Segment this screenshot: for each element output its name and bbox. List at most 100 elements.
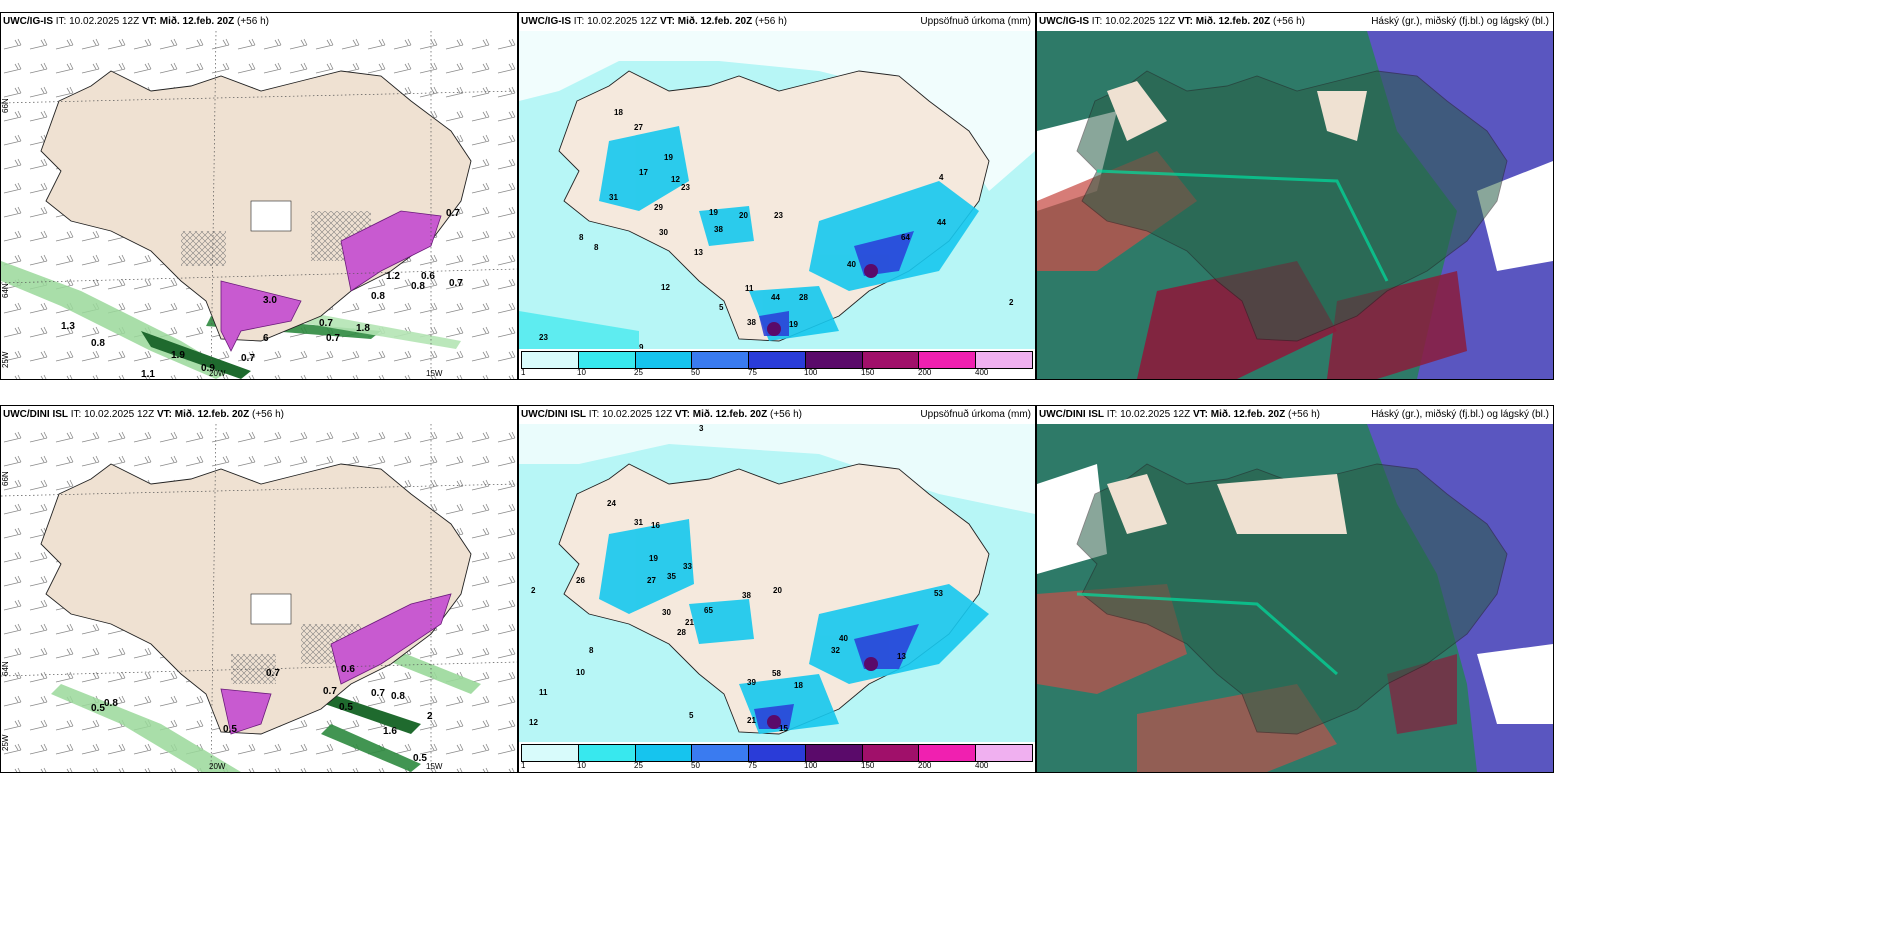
precip-value: 27 (634, 123, 643, 132)
panel-wind-dini-isl: UWC/DINI ISL IT: 10.02.2025 12Z VT: Mið.… (0, 405, 518, 773)
colorbar-tick: 200 (918, 761, 932, 770)
precip-value: 26 (576, 576, 585, 585)
value-label: 1.3 (61, 321, 75, 332)
precip-value: 58 (772, 669, 781, 678)
panel-header: UWC/DINI ISL IT: 10.02.2025 12Z VT: Mið.… (519, 406, 1035, 424)
value-label: 0.8 (411, 281, 425, 292)
lead-time: (+56 h) (1288, 409, 1320, 420)
colorbar-swatch (749, 352, 806, 368)
colorbar-tick: 75 (748, 368, 757, 377)
precip-value: 44 (937, 218, 946, 227)
precip-value: 19 (789, 320, 798, 329)
value-label: 0.7 (241, 353, 255, 364)
init-time: IT: 10.02.2025 12Z (70, 409, 155, 420)
precip-value: 23 (539, 333, 548, 342)
precip-value: 28 (677, 628, 686, 637)
value-label: 1.2 (386, 271, 400, 282)
value-label: 1.1 (141, 369, 155, 380)
colorbar-swatches (521, 744, 1033, 762)
colorbar-tick: 400 (975, 368, 989, 377)
lat-label-64n: 64N (1, 283, 10, 298)
value-label: 0.8 (391, 691, 405, 702)
wind-map (1, 424, 517, 772)
panel-title: Uppsöfnuð úrkoma (mm) (920, 409, 1031, 420)
colorbar-tick: 400 (975, 761, 989, 770)
value-label: 1.9 (171, 350, 185, 361)
precip-value: 30 (662, 608, 671, 617)
precip-value: 40 (847, 260, 856, 269)
precip-value: 16 (651, 521, 660, 530)
panel-precip-ig-is: UWC/IG-IS IT: 10.02.2025 12Z VT: Mið. 12… (518, 12, 1036, 380)
model-label: UWC/IG-IS (3, 16, 53, 27)
colorbar-swatch (635, 745, 693, 761)
value-label: 0.6 (421, 271, 435, 282)
panel-header: UWC/IG-IS IT: 10.02.2025 12Z VT: Mið. 12… (1, 13, 517, 31)
colorbar-tick: 1 (521, 368, 526, 377)
colorbar-swatch (692, 352, 750, 368)
colorbar-tick: 25 (634, 368, 643, 377)
precip-value: 3 (699, 424, 704, 433)
colorbar-swatch (635, 352, 693, 368)
colorbar-tick: 1 (521, 761, 526, 770)
precip-value: 19 (649, 554, 658, 563)
lon-label-15w: 15W (426, 369, 443, 378)
precip-value: 31 (634, 518, 643, 527)
colorbar-swatch (522, 745, 579, 761)
value-label: 6 (263, 333, 269, 344)
precip-value: 20 (739, 211, 748, 220)
precip-value: 11 (745, 284, 754, 293)
model-label: UWC/IG-IS (521, 16, 571, 27)
lon-label-20w: 20W (209, 762, 226, 771)
precip-value: 44 (771, 293, 780, 302)
colorbar-swatch (919, 745, 977, 761)
value-label: 0.5 (223, 724, 237, 735)
precip-value: 5 (719, 303, 724, 312)
valid-time: VT: Mið. 12.feb. 20Z (141, 16, 235, 27)
colorbar-swatch (862, 745, 920, 761)
panel-wind-ig-is: UWC/IG-IS IT: 10.02.2025 12Z VT: Mið. 12… (0, 12, 518, 380)
colorbar: 1 10 25 50 75 100 150 200 400 (519, 742, 1035, 772)
precip-value: 33 (683, 562, 692, 571)
colorbar-tick: 200 (918, 368, 932, 377)
precip-value: 12 (671, 175, 680, 184)
precip-value: 10 (576, 668, 585, 677)
lead-time: (+56 h) (237, 16, 269, 27)
colorbar-tick: 75 (748, 761, 757, 770)
colorbar-swatch (976, 352, 1033, 368)
model-label: UWC/IG-IS (1039, 16, 1089, 27)
precip-value: 23 (681, 183, 690, 192)
lat-label-66n: 66N (1, 98, 10, 113)
precip-value: 30 (659, 228, 668, 237)
precip-value: 23 (774, 211, 783, 220)
colorbar-swatch (919, 352, 977, 368)
precip-value: 11 (539, 688, 548, 697)
precip-value: 12 (529, 718, 538, 727)
value-label: 0.5 (91, 703, 105, 714)
precip-value: 9 (639, 343, 644, 352)
pink-precip (220, 593, 452, 735)
panel-header: UWC/DINI ISL IT: 10.02.2025 12Z VT: Mið.… (1037, 406, 1553, 424)
precip-value: 21 (747, 716, 756, 725)
init-time: IT: 10.02.2025 12Z (588, 409, 673, 420)
lat-label-25w: 25W (1, 734, 10, 751)
precip-value: 19 (709, 208, 718, 217)
colorbar-swatch (578, 745, 636, 761)
precip-value: 64 (901, 233, 910, 242)
colorbar-tick: 50 (691, 368, 700, 377)
valid-time: VT: Mið. 12.feb. 20Z (1177, 16, 1271, 27)
model-label: UWC/DINI ISL (521, 409, 586, 420)
colorbar-swatch (862, 352, 920, 368)
valid-time: VT: Mið. 12.feb. 20Z (659, 16, 753, 27)
init-time: IT: 10.02.2025 12Z (1091, 16, 1176, 27)
colorbar: 1 10 25 50 75 100 150 200 400 (519, 349, 1035, 379)
value-label: 0.7 (326, 333, 340, 344)
value-label: 0.5 (413, 753, 427, 764)
precip-value: 65 (704, 606, 713, 615)
panel-title: Háský (gr.), miðský (fj.bl.) og lágský (… (1371, 16, 1549, 27)
colorbar-swatches (521, 351, 1033, 369)
colorbar-tick: 150 (861, 368, 875, 377)
precip-value: 2 (531, 586, 536, 595)
precip-value: 27 (647, 576, 656, 585)
lat-label-66n: 66N (1, 471, 10, 486)
panel-header: UWC/IG-IS IT: 10.02.2025 12Z VT: Mið. 12… (1037, 13, 1553, 31)
